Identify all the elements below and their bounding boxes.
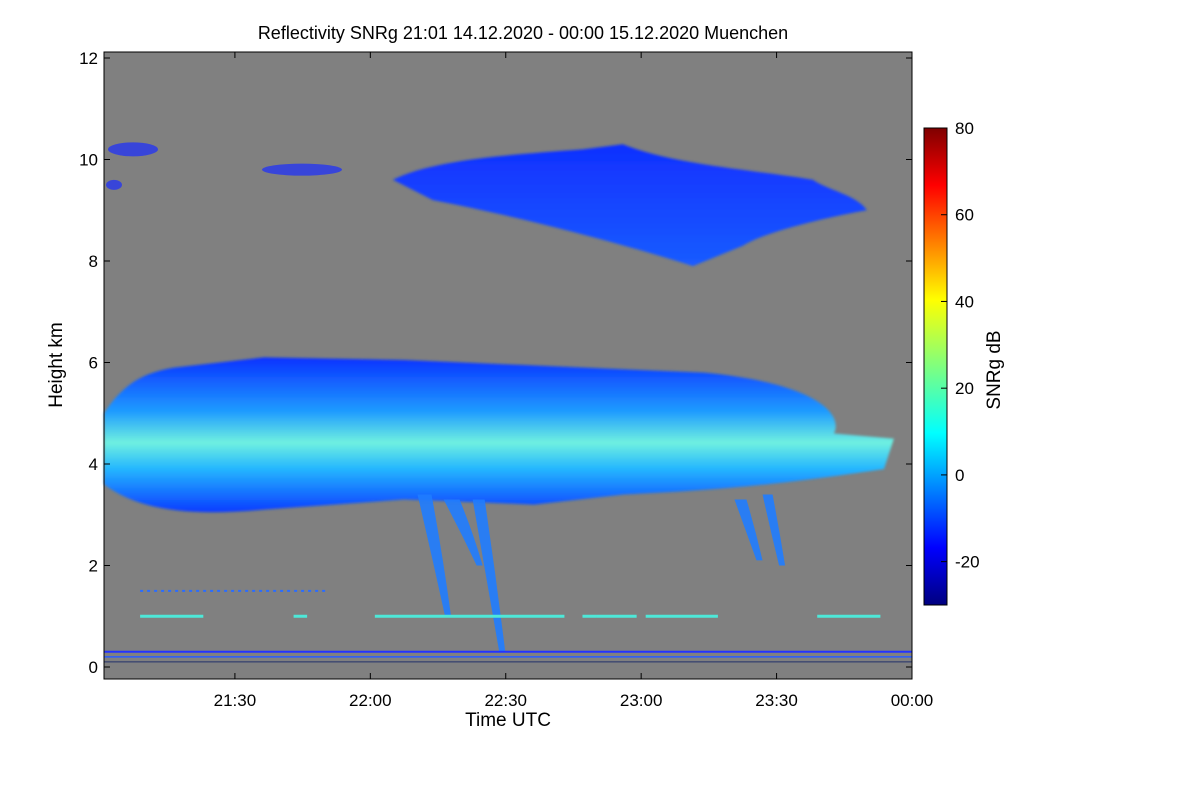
x-axis-title: Time UTC: [465, 710, 551, 731]
y-tick-label: 6: [89, 354, 98, 373]
x-tick-label: 22:30: [484, 691, 527, 710]
fall-streak-echo: [417, 494, 452, 617]
plot-frame: [103, 51, 913, 680]
x-tick-label: 23:00: [620, 691, 663, 710]
y-tick-label: 2: [89, 557, 98, 576]
colorbar-tick-label: 80: [955, 119, 974, 138]
colorbar-ticks: -20 0 20 40 60 80: [941, 119, 980, 572]
y-tick-label: 10: [79, 151, 98, 170]
x-tick-label: 23:30: [755, 691, 798, 710]
upper-speckle: [108, 142, 158, 157]
colorbar-tick-label: 20: [955, 379, 974, 398]
colorbar-gradient: [923, 127, 948, 606]
y-tick-label: 4: [89, 455, 98, 474]
x-tick-label: 22:00: [349, 691, 392, 710]
y-tick-label: 8: [89, 252, 98, 271]
y-tick-label: 0: [89, 658, 98, 677]
x-tick-label: 00:00: [891, 691, 934, 710]
plot-area: [103, 51, 913, 680]
fall-streak-echo: [443, 499, 483, 566]
radar-echo-layers: [104, 142, 912, 663]
fall-streak-echo: [734, 499, 763, 561]
y-axis: 0 2 4 6 8 10 12: [79, 49, 912, 677]
y-tick-label: 12: [79, 49, 98, 68]
colorbar-tick-label: 0: [955, 466, 964, 485]
colorbar-title: SNRg dB: [984, 330, 1005, 409]
x-axis: 21:30 22:00 22:30 23:00 23:30 00:00: [214, 52, 934, 710]
x-tick-label: 21:30: [214, 691, 257, 710]
y-axis-title: Height km: [46, 322, 67, 408]
colorbar-tick-label: 40: [955, 292, 974, 311]
chart-title: Reflectivity SNRg 21:01 14.12.2020 - 00:…: [258, 23, 788, 43]
fall-streak-echo: [762, 494, 786, 566]
main-layer-echo: [104, 357, 894, 513]
colorbar-tick-label: -20: [955, 553, 980, 572]
fall-streak-echo: [472, 499, 506, 652]
upper-speckle: [261, 163, 342, 176]
colorbar-tick-label: 60: [955, 206, 974, 225]
upper-speckle: [106, 179, 122, 190]
upper-cloud-echo: [392, 144, 867, 267]
colorbar: -20 0 20 40 60 80 SNRg dB: [923, 119, 1005, 606]
